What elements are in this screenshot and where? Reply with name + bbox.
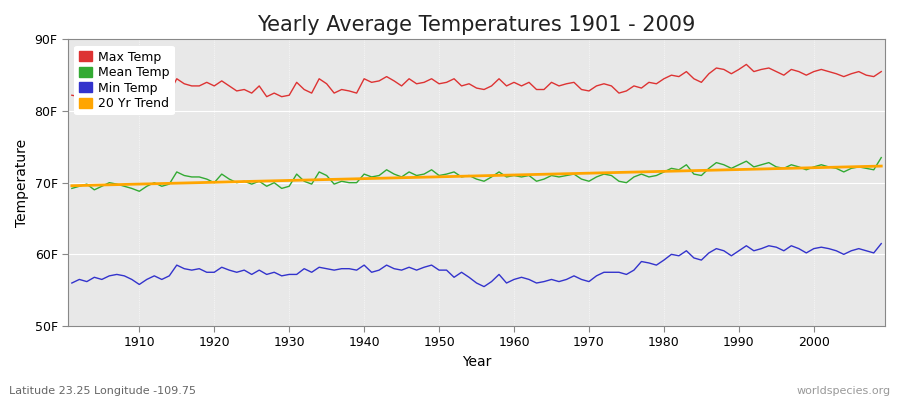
Y-axis label: Temperature: Temperature bbox=[15, 139, 29, 227]
Title: Yearly Average Temperatures 1901 - 2009: Yearly Average Temperatures 1901 - 2009 bbox=[257, 15, 696, 35]
X-axis label: Year: Year bbox=[462, 355, 491, 369]
Text: Latitude 23.25 Longitude -109.75: Latitude 23.25 Longitude -109.75 bbox=[9, 386, 196, 396]
Text: worldspecies.org: worldspecies.org bbox=[796, 386, 891, 396]
Legend: Max Temp, Mean Temp, Min Temp, 20 Yr Trend: Max Temp, Mean Temp, Min Temp, 20 Yr Tre… bbox=[75, 46, 175, 115]
